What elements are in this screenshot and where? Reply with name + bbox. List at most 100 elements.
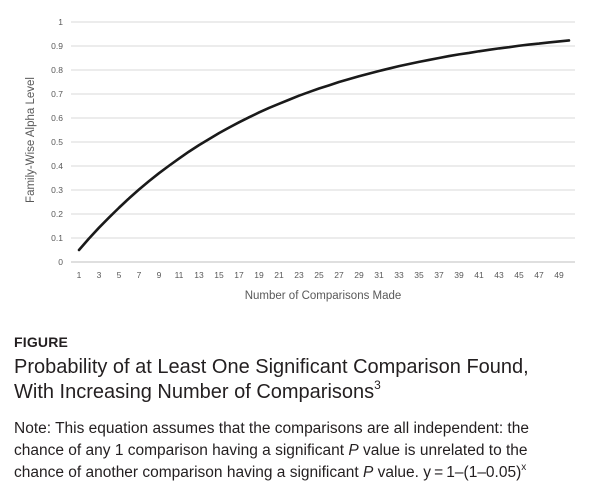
note-line-1: Note: This equation assumes that the com… bbox=[14, 420, 529, 437]
line-chart: 00.10.20.30.40.50.60.70.80.91 1 3 5 7 9 11 13 1… bbox=[25, 17, 575, 302]
x-tick-label: 7 bbox=[137, 270, 142, 280]
data-point bbox=[278, 102, 280, 105]
italic-p: P bbox=[348, 442, 359, 459]
data-point bbox=[248, 116, 250, 119]
x-tick-label: 13 bbox=[194, 270, 204, 280]
data-point bbox=[408, 63, 410, 65]
data-point bbox=[208, 138, 210, 141]
data-point bbox=[358, 75, 360, 78]
data-point bbox=[258, 111, 260, 114]
formula-exponent: x bbox=[521, 462, 527, 473]
y-tick-label: 0.1 bbox=[51, 233, 63, 243]
y-tick-label: 0.9 bbox=[51, 41, 63, 51]
data-point bbox=[128, 197, 130, 200]
reference-superscript: 3 bbox=[374, 378, 381, 392]
y-tick-label: 0.8 bbox=[51, 65, 63, 75]
data-point bbox=[548, 41, 550, 44]
data-point bbox=[118, 206, 120, 209]
data-point bbox=[238, 121, 240, 124]
note-text: chance of another comparison having a si… bbox=[14, 464, 363, 481]
data-point bbox=[78, 249, 80, 251]
x-tick-label: 31 bbox=[374, 270, 384, 280]
figure-title-text: With Increasing Number of Comparisons bbox=[14, 381, 375, 403]
data-point bbox=[108, 216, 110, 219]
x-tick-label: 41 bbox=[474, 270, 484, 280]
data-point bbox=[308, 91, 310, 94]
data-point bbox=[458, 53, 460, 56]
x-tick-label: 37 bbox=[434, 270, 444, 280]
data-point bbox=[368, 72, 370, 75]
data-point bbox=[138, 188, 140, 191]
data-point bbox=[388, 67, 390, 70]
x-tick-label: 35 bbox=[414, 270, 424, 280]
y-tick-label: 0.4 bbox=[51, 161, 63, 171]
x-tick-label: 17 bbox=[234, 270, 244, 280]
data-point bbox=[438, 57, 440, 59]
data-point bbox=[398, 65, 400, 68]
italic-p: P bbox=[362, 464, 374, 481]
note-line-3: chance of another comparison having a si… bbox=[14, 462, 586, 484]
data-point bbox=[188, 150, 190, 153]
data-point bbox=[168, 164, 170, 167]
data-point bbox=[348, 78, 350, 81]
data-point bbox=[318, 87, 320, 90]
data-point bbox=[378, 69, 380, 72]
x-tick-label: 29 bbox=[354, 270, 364, 280]
data-point bbox=[508, 46, 510, 49]
data-point bbox=[418, 60, 420, 63]
data-point bbox=[148, 180, 150, 183]
y-tick-label: 0.6 bbox=[51, 113, 63, 123]
x-tick-label: 45 bbox=[514, 270, 524, 280]
data-point bbox=[528, 43, 530, 46]
x-tick-label: 15 bbox=[214, 270, 224, 280]
figure-label: FIGURE bbox=[14, 334, 69, 350]
data-point bbox=[328, 84, 330, 87]
series-line bbox=[77, 39, 571, 252]
data-point bbox=[88, 237, 90, 240]
x-tick-label: 47 bbox=[534, 270, 544, 280]
x-tick-label: 43 bbox=[494, 270, 504, 280]
x-tick-label: 23 bbox=[294, 270, 304, 280]
data-point bbox=[488, 48, 490, 51]
x-tick-label: 27 bbox=[334, 270, 344, 280]
x-tick-label: 9 bbox=[157, 270, 162, 280]
data-point bbox=[98, 226, 100, 229]
note-line-2: chance of any 1 comparison having a sign… bbox=[14, 440, 586, 462]
data-point bbox=[198, 144, 200, 147]
x-tick-label: 21 bbox=[274, 270, 284, 280]
x-axis-ticks: 1 3 5 7 9 11 13 15 17 19 21 23 25 27 29 31 33 35 37 39 41 43 4… bbox=[77, 270, 564, 280]
note-formula: value. y = 1–(1–0.05) bbox=[373, 464, 522, 481]
data-point bbox=[448, 55, 450, 58]
y-tick-label: 0.5 bbox=[51, 137, 63, 147]
x-tick-label: 19 bbox=[254, 270, 264, 280]
figure-note: Note: This equation assumes that the com… bbox=[14, 418, 586, 484]
y-tick-label: 0.2 bbox=[51, 209, 63, 219]
data-point bbox=[298, 94, 300, 97]
x-tick-label: 33 bbox=[394, 270, 404, 280]
data-point bbox=[158, 172, 160, 175]
data-point bbox=[518, 44, 520, 47]
data-point bbox=[468, 51, 470, 54]
data-point bbox=[338, 81, 340, 83]
data-point bbox=[498, 47, 500, 50]
data-point bbox=[218, 132, 220, 135]
data-point bbox=[288, 98, 290, 101]
data-points bbox=[78, 39, 570, 251]
x-tick-label: 25 bbox=[314, 270, 324, 280]
data-point bbox=[538, 42, 540, 45]
note-text: value is unrelated to the bbox=[358, 442, 528, 459]
data-point bbox=[178, 157, 180, 160]
x-tick-label: 3 bbox=[97, 270, 102, 280]
figure-title: Probability of at Least One Significant … bbox=[14, 355, 586, 405]
data-point bbox=[478, 50, 480, 53]
y-tick-label: 1 bbox=[58, 17, 63, 27]
y-axis-ticks: 0 0.1 0.2 0.3 0.4 0.5 0.6 0.7 0.8 0.9 1 bbox=[51, 17, 63, 267]
x-tick-label: 1 bbox=[77, 270, 82, 280]
data-point bbox=[568, 39, 570, 42]
data-point bbox=[268, 106, 270, 109]
y-axis-title: Family-Wise Alpha Level bbox=[25, 77, 37, 203]
data-point bbox=[228, 126, 230, 129]
figure-title-line-1: Probability of at Least One Significant … bbox=[14, 356, 529, 378]
data-point bbox=[558, 40, 560, 43]
y-tick-label: 0.7 bbox=[51, 89, 63, 99]
